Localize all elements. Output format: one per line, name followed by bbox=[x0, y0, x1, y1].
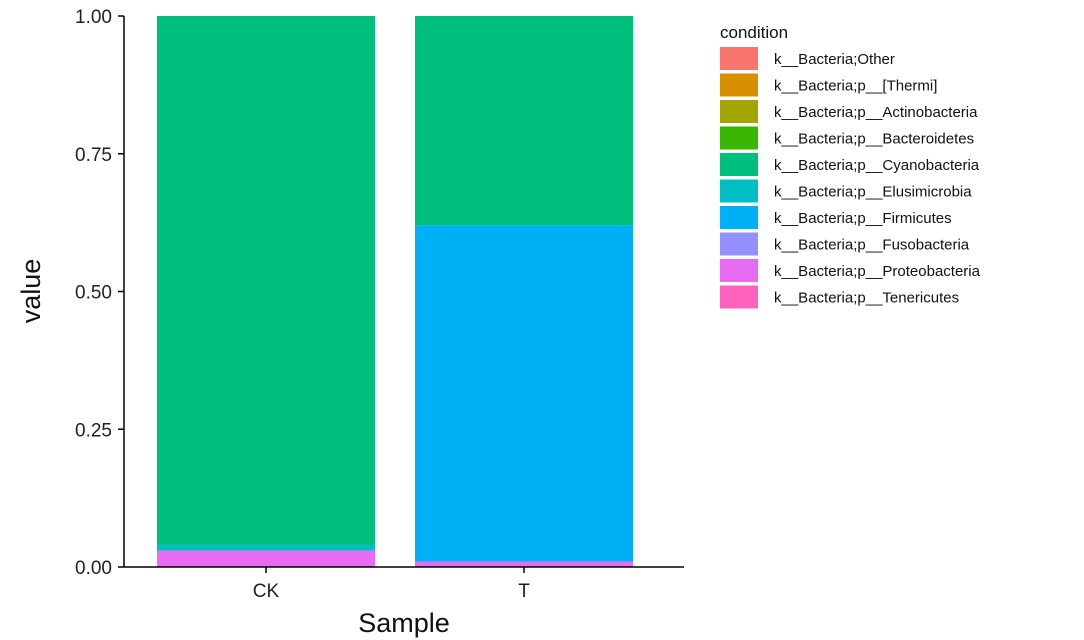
legend-title: condition bbox=[720, 23, 788, 42]
x-axis-title: Sample bbox=[358, 608, 450, 638]
legend: condition k__Bacteria;Other k__Bacteria;p… bbox=[720, 23, 981, 309]
bar-segment-ck-5 bbox=[157, 16, 375, 545]
y-tick-label: 0.00 bbox=[75, 558, 112, 579]
bar-segment-t-5 bbox=[415, 16, 633, 226]
bar-segment-t-7 bbox=[415, 225, 633, 562]
legend-key-10 bbox=[720, 285, 758, 309]
legend-label-6: k__Bacteria;p__Elusimicrobia bbox=[774, 184, 972, 201]
legend-label-8: k__Bacteria;p__Fusobacteria bbox=[774, 237, 970, 254]
legend-key-2 bbox=[720, 73, 758, 97]
legend-key-7 bbox=[720, 206, 758, 229]
bar-segment-ck-9 bbox=[157, 550, 375, 567]
legend-key-5 bbox=[720, 153, 758, 176]
y-tick-label: 0.25 bbox=[75, 420, 112, 441]
y-axis-title: value bbox=[16, 259, 46, 324]
legend-key-6 bbox=[720, 179, 758, 203]
legend-label-2: k__Bacteria;p__[Thermi] bbox=[774, 78, 937, 95]
legend-key-9 bbox=[720, 259, 758, 282]
legend-key-8 bbox=[720, 232, 758, 256]
x-tick-label-ck: CK bbox=[253, 581, 280, 602]
bar-segment-t-9 bbox=[415, 561, 633, 567]
legend-key-4 bbox=[720, 126, 758, 150]
bar-segment-ck-6 bbox=[157, 544, 375, 551]
legend-key-1 bbox=[720, 47, 758, 70]
legend-label-9: k__Bacteria;p__Proteobacteria bbox=[774, 263, 981, 280]
legend-label-10: k__Bacteria;p__Tenericutes bbox=[774, 290, 959, 307]
legend-key-3 bbox=[720, 100, 758, 123]
legend-label-7: k__Bacteria;p__Firmicutes bbox=[774, 210, 952, 227]
legend-label-4: k__Bacteria;p__Bacteroidetes bbox=[774, 131, 974, 148]
y-tick-label: 0.50 bbox=[75, 283, 112, 304]
legend-label-3: k__Bacteria;p__Actinobacteria bbox=[774, 104, 978, 121]
legend-label-5: k__Bacteria;p__Cyanobacteria bbox=[774, 157, 980, 174]
legend-label-1: k__Bacteria;Other bbox=[774, 51, 895, 68]
x-axis-ticks: CK T bbox=[253, 567, 530, 602]
y-axis-ticks: 0.00 0.25 0.50 0.75 1.00 bbox=[75, 7, 124, 579]
x-tick-label-t: T bbox=[518, 581, 530, 602]
y-tick-label: 0.75 bbox=[75, 145, 112, 166]
bars-layer bbox=[157, 16, 633, 567]
y-tick-label: 1.00 bbox=[75, 7, 112, 28]
